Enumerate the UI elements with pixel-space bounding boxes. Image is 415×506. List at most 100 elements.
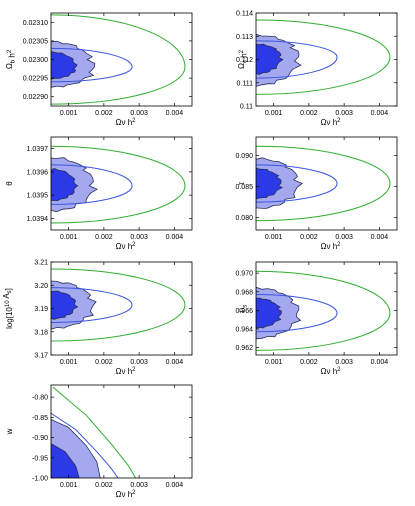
- x-tick-label: 0.001: [265, 110, 283, 117]
- axes-frame-tau: [255, 136, 398, 231]
- panel-oc: 0.001 0.002 0.003 0.004 0.11 0.111 0.112 0.113 0…: [236, 11, 398, 127]
- y-tick-label: 0.968: [235, 289, 253, 296]
- plot-area-as: [51, 268, 186, 342]
- x-axis-label: Ων h2: [116, 242, 137, 251]
- y-tick-label: 3.21: [34, 260, 48, 267]
- x-tick-label: 0.002: [95, 482, 113, 489]
- y-tick-label: 3.19: [34, 306, 48, 313]
- x-tick-label: 0.004: [166, 234, 184, 241]
- y-tick-label: 1.0396: [27, 169, 49, 176]
- inner-region-theta: [51, 168, 79, 202]
- plot-area-theta: [51, 145, 186, 224]
- axes-frame-ns: [255, 261, 398, 356]
- y-tick-label: 1.0394: [27, 216, 49, 223]
- x-tick-label: 0.001: [60, 110, 78, 117]
- y-axis-label: τ: [237, 181, 246, 185]
- y-tick-label: -0.95: [32, 455, 48, 462]
- x-tick-label: 0.002: [300, 234, 318, 241]
- y-tick-label: 0.966: [235, 308, 253, 315]
- x-tick-label: 0.001: [60, 234, 78, 241]
- x-tick-label: 0.001: [60, 359, 78, 366]
- plot-area-tau: [256, 145, 391, 222]
- green-contour-ns: [256, 270, 391, 351]
- x-tick-label: 0.001: [265, 359, 283, 366]
- y-axis-label: Ωb h2: [5, 49, 16, 69]
- y-tick-label: -0.90: [32, 435, 48, 442]
- blue-contour-ns: [256, 294, 338, 333]
- y-axis-label: θ: [5, 181, 14, 186]
- y-tick-label: 0.02290: [23, 94, 48, 101]
- axes-frame-theta: [50, 136, 193, 231]
- panel-tau: 0.001 0.002 0.003 0.004 0.080 0.085 0.090 Ων h2…: [235, 136, 398, 251]
- y-axis-label: log[1010 As]: [2, 288, 14, 329]
- y-tick-label: 1.0397: [27, 146, 49, 153]
- panel-theta: 0.001 0.002 0.003 0.004 1.0394 1.0395 1.0396 1.…: [5, 136, 193, 251]
- x-tick-label: 0.003: [130, 482, 148, 489]
- x-axis-label: Ων h2: [321, 242, 342, 251]
- y-tick-label: -0.80: [32, 395, 48, 402]
- y-tick-label: 0.962: [235, 345, 253, 352]
- panel-ns: 0.001 0.002 0.003 0.004 0.962 0.964 0.966 0.968…: [235, 261, 398, 376]
- x-axis-label: Ων h2: [116, 367, 137, 376]
- y-axis-label: Ωc h2: [237, 49, 248, 69]
- x-tick-label: 0.004: [371, 110, 389, 117]
- x-tick-label: 0.003: [130, 234, 148, 241]
- y-tick-label: 0.090: [235, 153, 253, 160]
- plot-area-w: [51, 386, 137, 478]
- x-axis-label: Ων h2: [116, 118, 137, 127]
- y-tick-label: -0.85: [32, 415, 48, 422]
- plot-area-ob: [51, 14, 186, 105]
- panel-w: 0.001 0.002 0.003 0.004 -1.00 -0.95 -0.90 -0.85…: [5, 384, 193, 499]
- x-axis-label: Ων h2: [321, 367, 342, 376]
- blue-contour-theta: [51, 164, 133, 205]
- x-tick-label: 0.003: [335, 110, 353, 117]
- y-tick-label: -1.00: [32, 476, 48, 483]
- x-tick-label: 0.004: [166, 110, 184, 117]
- inner-region-tau: [256, 167, 283, 200]
- inner-region-ns: [256, 297, 282, 329]
- green-contour-as: [51, 268, 186, 342]
- y-tick-label: 0.080: [235, 215, 253, 222]
- green-contour-oc: [256, 19, 391, 95]
- x-tick-label: 0.004: [371, 234, 389, 241]
- x-axis-label: Ων h2: [116, 490, 137, 499]
- x-tick-label: 0.001: [60, 482, 78, 489]
- x-tick-label: 0.001: [265, 234, 283, 241]
- inner-region-oc: [256, 43, 284, 75]
- blue-contour-oc: [256, 40, 338, 79]
- y-tick-label: 0.964: [235, 326, 253, 333]
- plot-area-ns: [256, 270, 391, 351]
- y-tick-label: 3.18: [34, 329, 48, 336]
- y-tick-label: 0.02305: [23, 38, 48, 45]
- green-contour-theta: [51, 145, 186, 224]
- y-tick-label: 0.111: [237, 80, 254, 87]
- y-tick-label: 0.970: [235, 271, 253, 278]
- y-tick-label: 0.112: [236, 57, 253, 64]
- blue-contour-w: [51, 412, 119, 478]
- inner-region-as: [51, 290, 79, 320]
- green-contour-tau: [256, 145, 391, 222]
- blue-contour-ob: [51, 47, 133, 83]
- y-axis-label: w: [5, 428, 14, 435]
- y-tick-label: 0.114: [236, 11, 253, 18]
- plot-area-oc: [256, 19, 391, 95]
- y-axis-label: ns: [237, 305, 248, 312]
- x-axis-label: Ων h2: [321, 118, 342, 127]
- y-tick-label: 0.02300: [23, 57, 48, 64]
- panel-ob: 0.001 0.002 0.003 0.004 0.02290 0.02295 0.0230…: [5, 12, 193, 127]
- green-contour-w: [52, 386, 137, 478]
- blue-contour-as: [51, 287, 133, 323]
- y-tick-label: 0.11: [240, 104, 253, 111]
- y-tick-label: 3.20: [34, 283, 48, 290]
- x-tick-label: 0.003: [335, 359, 353, 366]
- panel-as: 0.001 0.002 0.003 0.004 3.17 3.18 3.19 3.20 3.21…: [2, 260, 193, 376]
- y-tick-label: 1.0395: [27, 193, 49, 200]
- axes-frame-w: [50, 384, 193, 479]
- x-tick-label: 0.004: [371, 359, 389, 366]
- y-tick-label: 0.113: [236, 34, 253, 41]
- y-tick-label: 3.17: [34, 353, 48, 360]
- x-tick-label: 0.002: [95, 110, 113, 117]
- x-tick-label: 0.003: [130, 359, 148, 366]
- x-tick-label: 0.003: [335, 234, 353, 241]
- green-contour-ob: [51, 14, 186, 105]
